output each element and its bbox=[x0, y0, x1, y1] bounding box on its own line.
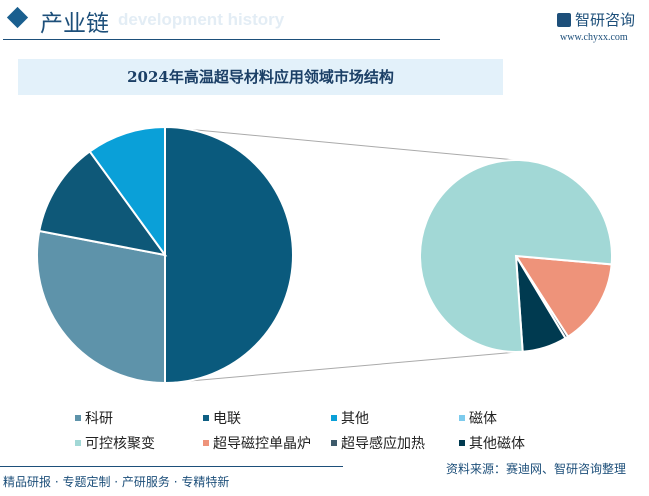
legend-label: 其他磁体 bbox=[469, 436, 525, 452]
legend-item: 科研 bbox=[75, 408, 203, 428]
legend-swatch bbox=[75, 440, 81, 446]
legend-swatch bbox=[459, 440, 465, 446]
legend-swatch bbox=[203, 440, 209, 446]
legend-swatch bbox=[75, 415, 81, 421]
header-title: 产业链 bbox=[40, 11, 109, 37]
legend-item: 其他 bbox=[331, 408, 459, 428]
legend-swatch bbox=[459, 415, 465, 421]
pie-slice-科研 bbox=[36, 229, 166, 385]
legend-label: 磁体 bbox=[469, 411, 497, 427]
legend-label: 可控核聚变 bbox=[85, 436, 155, 452]
legend-label: 电联 bbox=[213, 411, 241, 427]
connector-line-top bbox=[164, 126, 516, 161]
legend-item: 磁体 bbox=[459, 408, 587, 428]
site-url: www.chyxx.com bbox=[560, 32, 628, 43]
logo-text: 智研咨询 bbox=[575, 11, 636, 29]
footer-services: 精品研报 · 专题定制 · 产研服务 · 专精特新 bbox=[3, 475, 230, 489]
legend-label: 科研 bbox=[85, 411, 113, 427]
connector-line-bottom bbox=[166, 351, 518, 384]
legend-item: 其他磁体 bbox=[459, 433, 587, 453]
legend-label: 其他 bbox=[341, 411, 369, 427]
legend-item: 超导感应加热 bbox=[331, 433, 459, 453]
legend-swatch bbox=[203, 415, 209, 421]
logo-icon bbox=[557, 12, 571, 27]
legend-swatch bbox=[331, 440, 337, 446]
pie-slice-电联 bbox=[38, 150, 168, 257]
legend-label: 超导感应加热 bbox=[341, 436, 425, 452]
pie-slice-超导磁控单晶炉 bbox=[514, 254, 613, 339]
legend-swatch bbox=[331, 415, 337, 421]
legend-label: 超导磁控单晶炉 bbox=[213, 436, 311, 452]
legend-item: 可控核聚变 bbox=[75, 433, 203, 453]
header-subtitle: development history bbox=[118, 10, 285, 29]
legend-item: 超导磁控单晶炉 bbox=[203, 433, 331, 453]
pie-slice-其他 bbox=[88, 125, 166, 259]
chart-title: 2024年高温超导材料应用领域市场结构 bbox=[18, 59, 503, 95]
footer-source: 资料来源：赛迪网、智研咨询整理 bbox=[446, 462, 627, 476]
header-divider bbox=[3, 39, 440, 40]
footer-divider bbox=[0, 466, 343, 467]
legend: 科研 电联 其他 磁体 可控核聚变 超导磁控单晶炉 超导感应加热 其他磁体 bbox=[75, 408, 595, 453]
logo: 智研咨询 bbox=[557, 9, 635, 30]
pie-slice-磁体 bbox=[164, 125, 294, 385]
pie-slice-可控核聚变 bbox=[419, 159, 613, 353]
legend-item: 电联 bbox=[203, 408, 331, 428]
